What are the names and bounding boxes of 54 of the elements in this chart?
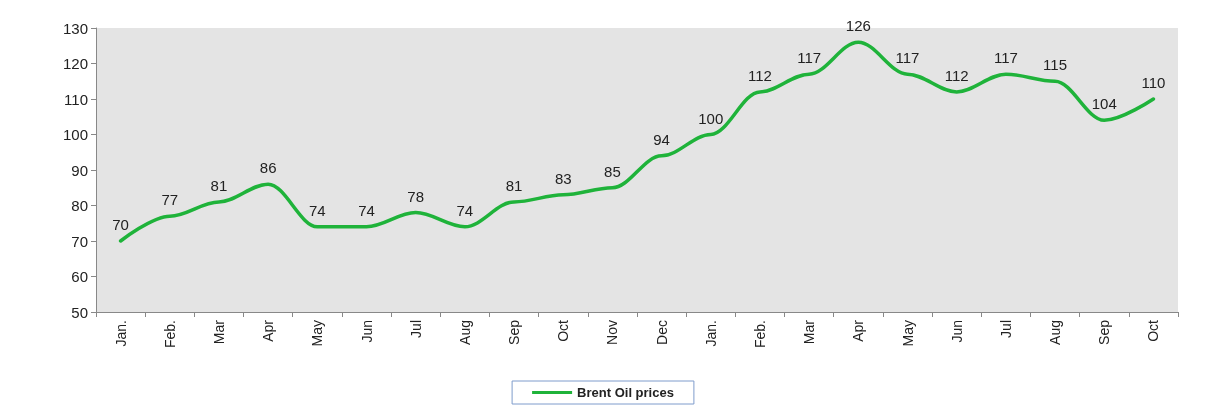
x-tick-label: Mar [801,319,818,345]
data-label: 117 [993,49,1018,67]
x-tick-label: Apr [850,319,867,342]
data-label: 77 [161,191,179,209]
data-label: 110 [1141,74,1166,91]
x-tick-label: Aug [456,320,473,345]
y-tick-label: 130 [62,19,88,37]
y-tick-label: 70 [71,232,88,250]
y-tick-label: 80 [71,197,88,214]
x-tick-label: Jun [358,320,375,343]
x-tick-label: Jun [948,320,965,343]
data-label: 100 [698,109,724,127]
x-tick-label: Jul [997,320,1014,338]
x-tick-label: Nov [604,320,621,345]
data-label: 74 [308,201,326,219]
data-label: 74 [358,201,375,219]
data-label: 70 [112,216,129,233]
x-tick-label: Aug [1047,320,1064,345]
data-label: 115 [1043,56,1068,74]
x-tick-label: Sep [1096,319,1113,345]
x-tick-label: May [899,320,916,347]
data-label: 81 [505,176,523,194]
y-tick-label: 100 [62,126,88,143]
y-tick-label: 60 [71,268,88,285]
data-label: 117 [797,49,822,67]
x-tick-label: Apr [260,319,277,342]
data-label: 78 [407,187,425,205]
x-tick-label: Jul [407,320,424,338]
data-label: 117 [895,49,920,67]
legend-label: Brent Oil prices [577,385,674,400]
data-label: 94 [653,130,670,148]
x-tick-label: May [309,320,326,347]
y-tick-label: 50 [71,303,88,321]
data-label: 81 [210,176,228,194]
data-label: 126 [845,17,871,35]
x-tick-label: Oct [555,319,572,342]
data-label: 85 [604,162,621,180]
data-label: 74 [456,201,474,219]
x-tick-label: Sep [506,319,523,345]
data-label: 104 [1091,95,1117,113]
data-label: 112 [747,66,772,84]
y-tick-label: 110 [64,90,88,108]
data-label: 112 [944,66,969,84]
data-label: 86 [259,159,277,177]
data-label: 83 [554,169,572,187]
x-tick-label: Oct [1145,319,1162,342]
x-tick-label: Dec [653,320,670,345]
x-tick-label: Feb. [751,320,768,349]
x-tick-label: Jan. [702,320,719,347]
y-tick-label: 120 [62,55,88,72]
x-tick-label: Jan. [112,320,129,347]
x-tick-label: Feb. [161,320,178,349]
y-tick-label: 90 [71,161,88,179]
x-tick-label: Mar [210,319,227,345]
